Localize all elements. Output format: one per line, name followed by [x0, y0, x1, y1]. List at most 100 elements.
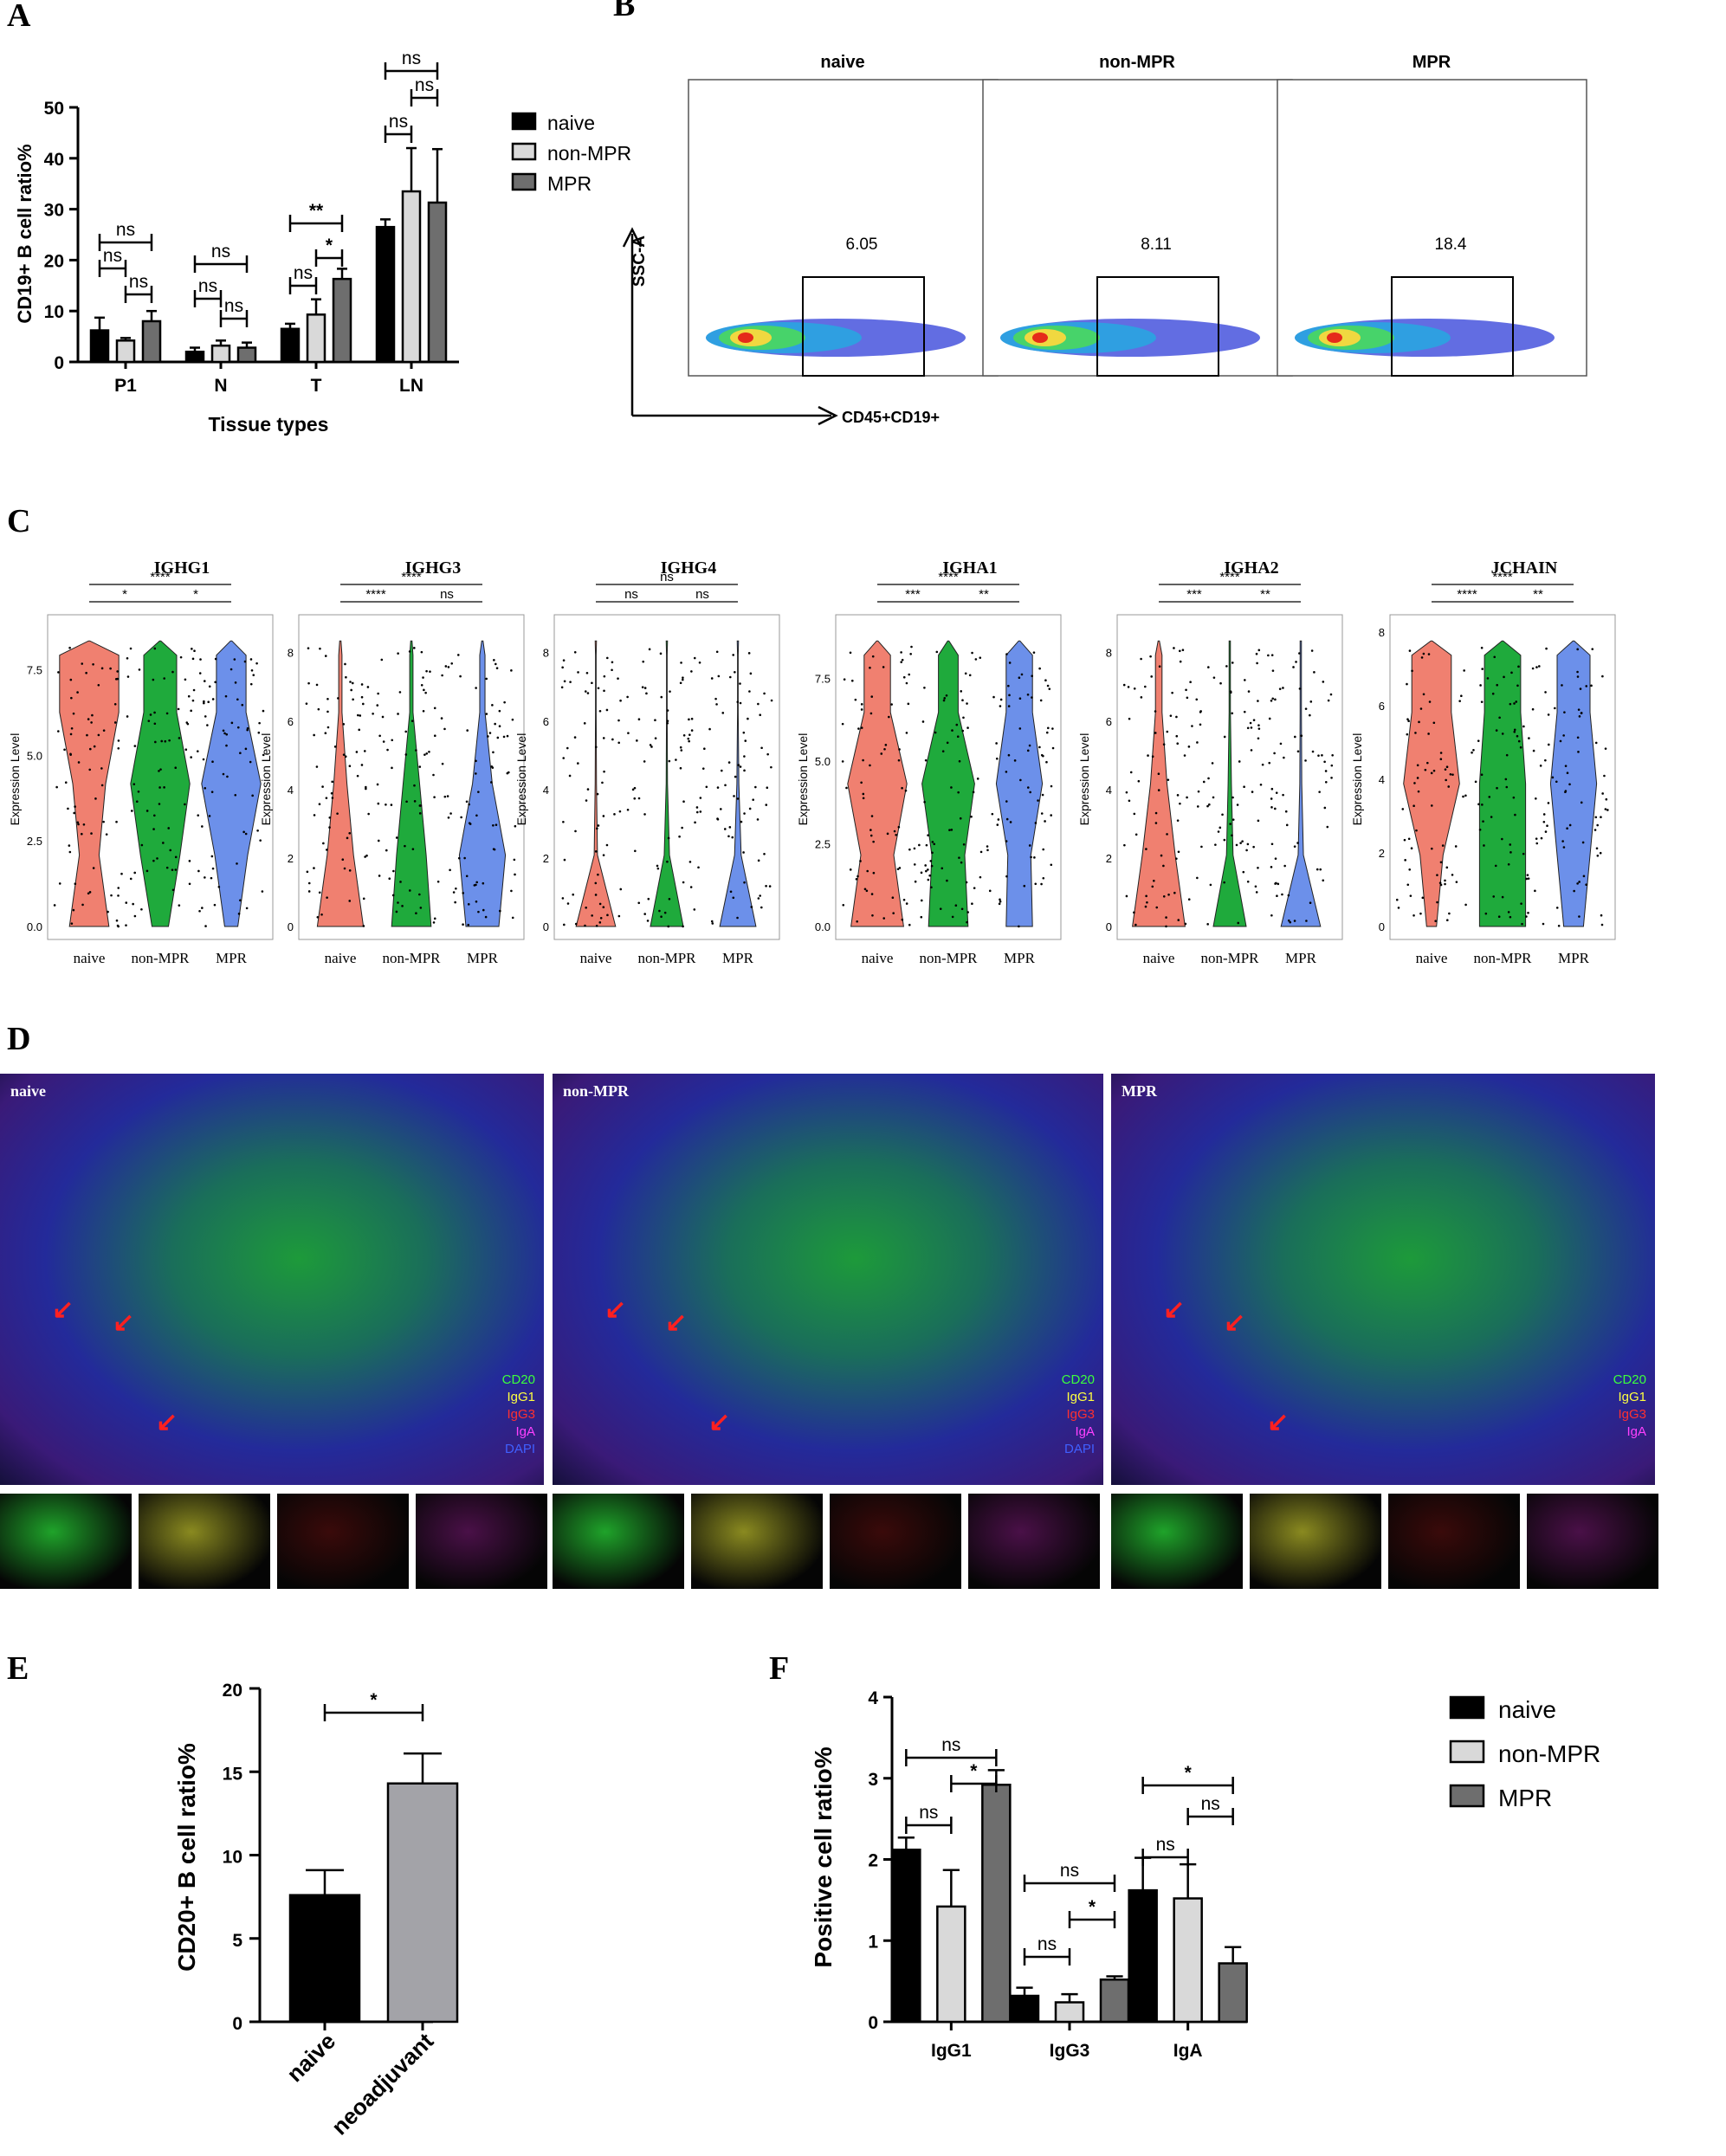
violin-point: [714, 697, 717, 700]
violin-point: [1439, 861, 1443, 864]
violin-point: [728, 826, 732, 829]
violin-point: [1046, 684, 1050, 687]
violin-point: [455, 887, 457, 890]
red-arrow-icon: ↙: [1163, 1295, 1186, 1324]
violin-point: [568, 774, 572, 778]
violin-point: [1034, 822, 1038, 824]
flow-density: [1000, 319, 1260, 357]
violin-point: [888, 715, 890, 719]
violin-point: [158, 786, 161, 789]
violin-point: [669, 690, 671, 693]
violin-point: [197, 814, 200, 817]
violin-point: [1284, 810, 1288, 813]
violin-point: [1542, 813, 1546, 816]
bar-T-non-MPR: [306, 313, 326, 364]
density-peak: [1032, 332, 1048, 343]
violin-point: [569, 681, 572, 683]
violin-point: [1480, 646, 1484, 649]
violin-point: [380, 658, 384, 662]
micrograph-non-MPR: non-MPR CD20 IgG1 IgG3 IgA DAPI ↙ ↙ ↙: [553, 1074, 1103, 1485]
violin-point: [886, 832, 889, 836]
violin-point: [1327, 699, 1330, 702]
violin-point: [921, 720, 925, 723]
violin-point: [1005, 875, 1008, 878]
violin-point: [1050, 814, 1053, 817]
violin-point: [1604, 747, 1607, 750]
violin-point: [882, 666, 885, 668]
violin-point: [1436, 900, 1438, 904]
marker-label: IgA: [1626, 1424, 1646, 1439]
violin-point: [196, 750, 199, 752]
violin-point: [492, 751, 495, 754]
violin-point: [395, 910, 398, 913]
violin-point: [125, 924, 127, 926]
violin-point: [871, 655, 875, 658]
violin-xlabel: MPR: [1004, 950, 1036, 966]
violin-point: [506, 771, 509, 775]
violin-point: [372, 712, 374, 715]
sig-label: *: [1089, 1897, 1096, 1917]
violin-point: [971, 902, 973, 905]
violin-point: [1257, 649, 1261, 652]
violin-point: [1318, 791, 1321, 793]
violin-point: [605, 656, 609, 660]
violin-point: [1579, 687, 1582, 690]
violin-point: [1482, 820, 1484, 823]
violin-point: [1298, 652, 1301, 655]
violin-point: [1323, 760, 1326, 764]
violin-point: [1282, 793, 1284, 797]
violin-point: [563, 923, 566, 926]
red-arrow-icon: ↙: [708, 1408, 731, 1436]
violin-tick: 8: [1106, 647, 1112, 660]
violin-point: [174, 855, 178, 859]
violin-point: [499, 909, 501, 913]
violin-MPR: [201, 640, 262, 927]
violin-point: [562, 659, 566, 662]
violin-point: [934, 731, 937, 734]
bar-N-naive: [184, 350, 205, 364]
violin-point: [425, 752, 429, 755]
violin-point: [469, 823, 472, 825]
violin-point: [133, 783, 136, 785]
violin-point: [1246, 842, 1250, 846]
violin-point: [1276, 894, 1278, 898]
y-tick-label: 10: [223, 1848, 242, 1868]
violin-point: [350, 688, 352, 692]
violin-point: [699, 810, 702, 813]
violin-point: [360, 764, 364, 766]
sig-label: ns: [389, 112, 408, 132]
violin-point: [94, 797, 97, 800]
violin-point: [1144, 905, 1147, 908]
violin-point: [988, 889, 992, 893]
violin-point: [960, 861, 963, 864]
violin-point: [1448, 912, 1451, 915]
legend-swatch: [511, 172, 537, 191]
violin-point: [1418, 720, 1420, 724]
violin-point: [1133, 687, 1136, 690]
violin-point: [594, 746, 598, 749]
violin-point: [174, 766, 178, 770]
violin-point: [871, 913, 874, 917]
violin-point: [1219, 681, 1222, 685]
violin-point: [57, 671, 60, 674]
violin-title: IGHG3: [405, 558, 461, 578]
violin-point: [511, 718, 514, 721]
violin-point: [55, 785, 58, 789]
violin-point: [995, 757, 999, 760]
violin-point: [436, 880, 440, 883]
violin-point: [1195, 698, 1199, 701]
violin-point: [688, 733, 691, 736]
violin-point: [1397, 907, 1400, 909]
violin-point: [715, 703, 718, 706]
violin-point: [860, 781, 863, 784]
violin-sig: *: [193, 587, 198, 602]
violin-point: [1517, 739, 1521, 743]
violin-tick: 8: [543, 647, 549, 660]
violin-point: [842, 903, 845, 907]
violin-point: [420, 684, 423, 687]
violin-point: [475, 900, 478, 903]
violin-point: [163, 677, 166, 680]
violin-point: [1206, 804, 1209, 808]
violin-point: [1020, 673, 1024, 676]
panel-label-e: E: [7, 1650, 29, 1687]
